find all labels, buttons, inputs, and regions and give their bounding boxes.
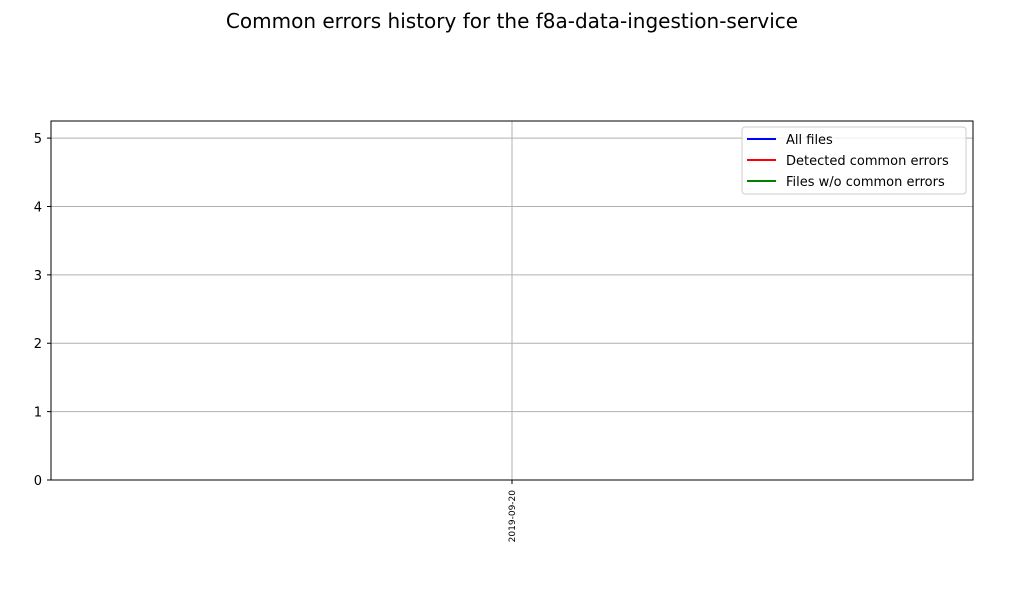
- legend-label: Files w/o common errors: [786, 175, 945, 190]
- y-tick-label: 0: [34, 474, 42, 489]
- legend: All files Detected common errors Files w/o…: [741, 126, 967, 195]
- y-axis: 0 1 2 3 4 5: [34, 132, 51, 489]
- y-tick-label: 1: [34, 406, 42, 421]
- y-tick-label: 5: [34, 132, 42, 147]
- x-tick-label: 2019-09-20: [508, 490, 518, 543]
- y-tick-label: 4: [34, 200, 42, 215]
- chart-title: Common errors history for the f8a-data-i…: [226, 9, 798, 33]
- legend-label: Detected common errors: [786, 154, 949, 169]
- y-tick-label: 2: [34, 337, 42, 352]
- legend-label: All files: [786, 133, 833, 148]
- legend-box: [741, 126, 967, 195]
- x-axis: 2019-09-20: [508, 480, 518, 542]
- y-tick-label: 3: [34, 269, 42, 284]
